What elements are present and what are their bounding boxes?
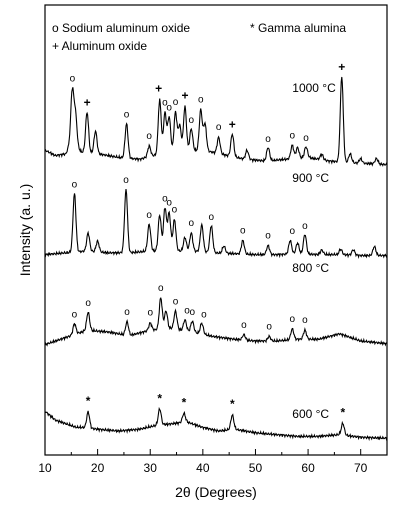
peak-marker-600c-0: * [86,394,91,408]
peak-marker-900c-9: o [265,231,271,242]
peak-marker-900c-3: o [162,194,168,205]
peak-marker-1000c-13: o [265,134,271,145]
series-group: 1000 °C 900 °C 800 °C 600 °C [44,76,388,442]
peak-marker-900c-5: o [172,205,178,216]
peak-marker-1000c-0: o [70,73,76,84]
peak-marker-1000c-10: o [198,95,204,106]
peak-marker-800c-12: o [302,315,308,326]
series-line-800c [44,297,388,347]
peak-marker-900c-11: o [302,221,308,232]
peak-marker-800c-0: o [72,310,78,321]
series-line-1000c [44,76,388,167]
peak-marker-1000c-14: o [290,130,296,141]
peak-marker-800c-1: o [85,298,91,309]
peak-marker-1000c-2: o [124,110,130,121]
peak-marker-1000c-5: o [162,97,168,108]
series-label-1000c: 1000 °C [292,81,336,95]
peak-marker-900c-8: o [240,225,246,236]
series-line-900c [44,189,388,260]
peak-marker-600c-4: * [340,406,345,420]
peak-marker-1000c-6: o [166,102,172,113]
peak-marker-800c-11: o [290,314,296,325]
peak-marker-800c-9: o [241,320,247,331]
peak-marker-1000c-3: o [146,131,152,142]
peak-marker-900c-7: o [208,212,214,223]
x-tick-label-20: 20 [91,461,105,475]
peak-marker-900c-0: o [72,179,78,190]
peak-marker-1000c-16: + [338,60,345,74]
x-tick-label-10: 10 [38,461,52,475]
legend-entry-aluminum-oxide: + Aluminum oxide [52,39,147,53]
x-tick-label-70: 70 [354,461,368,475]
peak-marker-600c-3: * [230,397,235,411]
legend-entry-sodium-aluminum-oxide: o Sodium aluminum oxide [52,21,190,35]
peak-marker-1000c-1: + [84,96,91,110]
peak-marker-900c-2: o [146,210,152,221]
x-tick-label-30: 30 [144,461,158,475]
peak-marker-800c-6: o [184,306,190,317]
y-axis-label: Intensity (a. u.) [17,184,33,277]
legend-entry-gamma-alumina: * Gamma alumina [250,21,346,35]
peak-marker-900c-10: o [290,226,296,237]
peak-marker-800c-8: o [201,309,207,320]
peak-marker-800c-10: o [266,322,272,333]
peak-marker-800c-3: o [147,308,153,319]
peak-marker-1000c-15: o [303,133,309,144]
peak-marker-900c-4: o [166,198,172,209]
peak-marker-1000c-4: + [155,82,162,96]
peak-marker-800c-5: o [173,296,179,307]
peak-marker-800c-7: o [190,307,196,318]
series-label-800c: 800 °C [292,261,329,275]
series-label-900c: 900 °C [292,171,329,185]
x-tick-label-40: 40 [196,461,210,475]
peak-marker-1000c-8: + [181,88,188,102]
peak-marker-600c-1: * [157,392,162,406]
peak-marker-600c-2: * [182,395,187,409]
peak-marker-900c-1: o [123,175,129,186]
peak-marker-800c-4: o [158,283,164,294]
x-tick-label-50: 50 [249,461,263,475]
peak-marker-800c-2: o [124,307,130,318]
peak-marker-1000c-9: o [188,115,194,126]
peak-marker-1000c-11: o [216,122,222,133]
peak-marker-1000c-7: o [173,97,179,108]
x-tick-label-60: 60 [301,461,315,475]
x-axis-ticks: 10 20 30 40 50 60 70 [38,449,388,475]
x-axis-label: 2θ (Degrees) [175,484,257,500]
peak-marker-1000c-12: + [229,117,236,131]
peak-marker-900c-6: o [188,218,194,229]
series-line-600c [44,406,388,442]
legend: o Sodium aluminum oxide * Gamma alumina … [52,21,346,53]
plot-frame [44,4,388,456]
series-label-600c: 600 °C [292,407,329,421]
